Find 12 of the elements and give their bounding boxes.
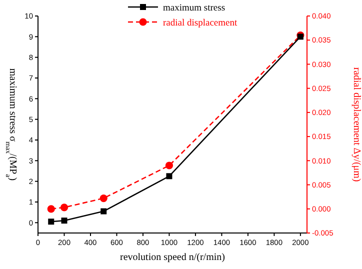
point: [48, 218, 54, 225]
point: [60, 204, 68, 212]
point: [100, 208, 107, 214]
y2-axis-title: radial displacement Δy/(μm): [351, 67, 362, 182]
legend-label: radial displacement: [163, 18, 238, 28]
point: [166, 173, 172, 180]
point: [100, 194, 108, 202]
point: [165, 162, 174, 170]
point: [47, 205, 55, 213]
point: [61, 218, 68, 224]
legend-label: maximum stress: [163, 4, 226, 14]
x-axis-title: revolution speed n/(r/min): [120, 252, 225, 263]
